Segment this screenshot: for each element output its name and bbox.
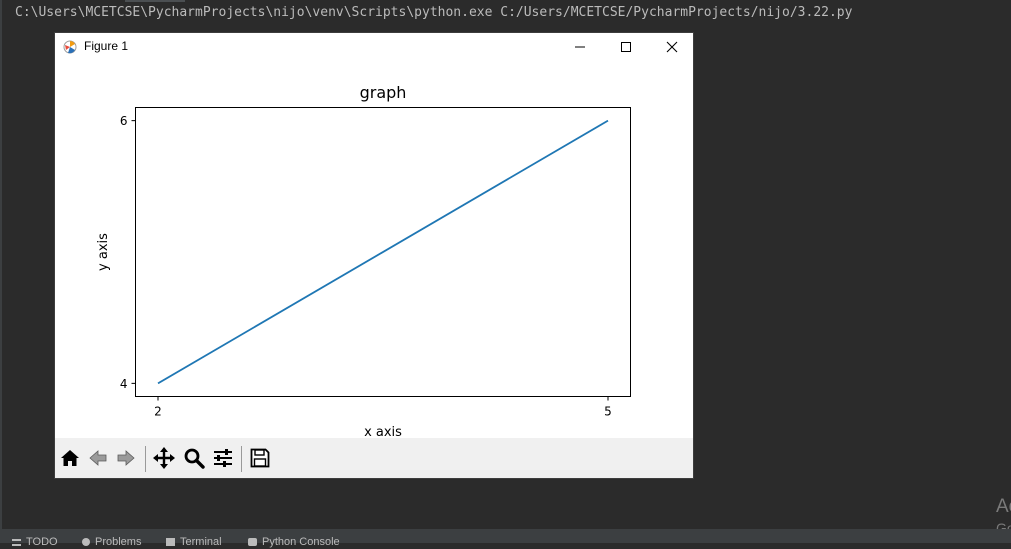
matplotlib-icon [62,39,78,55]
home-button[interactable] [56,444,84,472]
minimize-button[interactable] [557,33,603,61]
terminal-tab-label: Terminal [180,536,222,548]
tool-window-bar: TODO Problems Terminal Python Console [0,529,1011,548]
activation-watermark-line1: Ac [996,496,1011,517]
figure-toolbar [55,438,693,478]
configure-button[interactable] [209,444,237,472]
terminal-tab[interactable]: Terminal [166,535,222,549]
problems-icon [82,538,90,547]
back-button[interactable] [84,444,112,472]
pan-icon [153,447,175,469]
save-button[interactable] [246,444,274,472]
forward-button[interactable] [112,444,140,472]
zoom-icon [184,448,205,469]
pan-button[interactable] [150,444,178,472]
problems-tab[interactable]: Problems [82,535,141,549]
list-icon [12,538,21,546]
y-axis-label: y axis [96,233,111,271]
configure-icon [214,449,232,467]
x-axis-label: x axis [364,425,402,437]
save-icon [250,448,270,468]
terminal-icon [166,538,175,547]
close-icon [666,41,678,53]
figure-titlebar[interactable]: Figure 1 [55,33,693,61]
y-tick-label: 4 [120,377,128,391]
figure-window: Figure 1 graph 2 5 4 6 x axis y axis [54,32,694,479]
x-tick-label: 5 [604,405,612,419]
window-title: Figure 1 [84,39,129,53]
series-line [157,119,609,385]
todo-tab[interactable]: TODO [12,535,58,549]
chart-title: graph [360,83,407,102]
toolbar-separator [241,446,242,472]
scroll-marker [125,0,185,2]
zoom-button[interactable] [180,444,208,472]
forward-icon [117,450,135,466]
todo-tab-label: TODO [26,536,58,548]
problems-tab-label: Problems [95,536,142,548]
python-console-tab-label: Python Console [262,536,340,548]
maximize-button[interactable] [603,33,649,61]
minimize-icon [575,46,585,48]
close-button[interactable] [649,33,695,61]
toolbar-separator [145,446,146,472]
python-console-tab[interactable]: Python Console [248,535,340,549]
home-icon [61,450,79,466]
editor-left-border [0,0,2,529]
back-icon [89,450,107,466]
y-tick-label: 6 [120,114,128,128]
x-tick-label: 2 [154,405,162,419]
python-console-icon [248,538,257,547]
figure-canvas[interactable]: graph 2 5 4 6 x axis y axis [55,61,693,437]
console-command-line: C:\Users\MCETCSE\PycharmProjects\nijo\ve… [15,5,853,20]
maximize-icon [621,42,631,52]
